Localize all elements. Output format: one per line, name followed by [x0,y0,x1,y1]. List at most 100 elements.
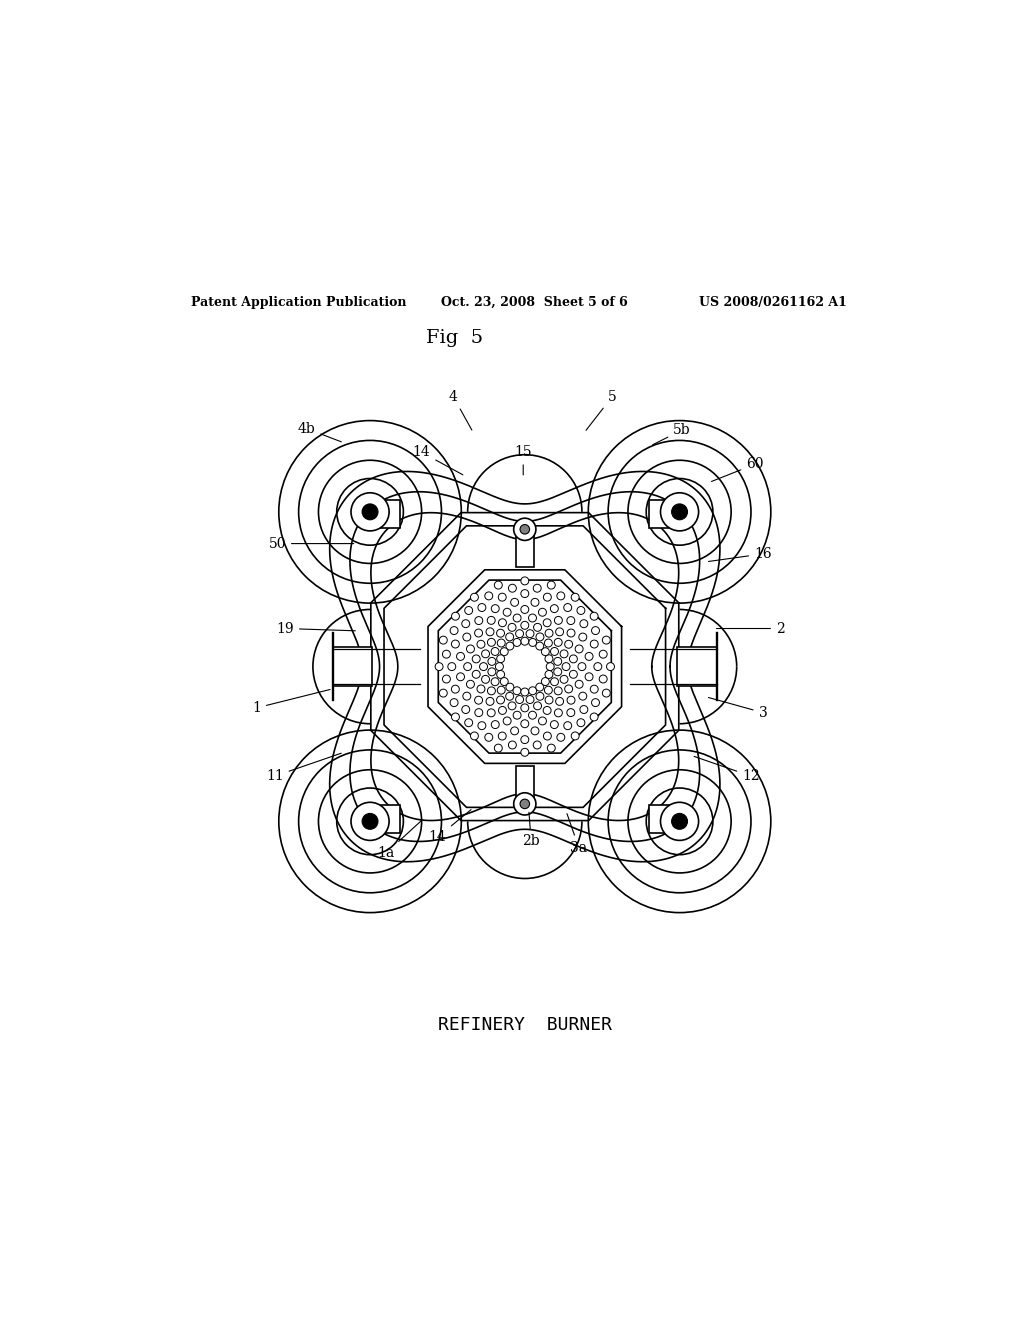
Bar [649,500,681,528]
Circle shape [545,630,553,638]
Circle shape [571,593,580,601]
Text: 14: 14 [429,809,471,845]
Circle shape [542,648,549,656]
Circle shape [567,630,575,638]
Circle shape [542,677,549,685]
Circle shape [569,671,578,678]
Circle shape [534,741,541,748]
Circle shape [439,689,447,697]
Text: 12: 12 [694,756,760,783]
Text: 5: 5 [586,389,616,430]
Circle shape [567,696,575,704]
Circle shape [477,640,485,648]
Circle shape [545,639,552,647]
Circle shape [543,619,551,627]
Circle shape [465,606,473,614]
Circle shape [575,645,583,653]
Circle shape [435,663,443,671]
Circle shape [516,630,523,638]
Circle shape [497,671,505,678]
Circle shape [534,623,542,631]
Bar [677,647,717,686]
Circle shape [486,628,494,636]
Circle shape [499,619,507,627]
Text: 4: 4 [449,389,472,430]
Text: 3a: 3a [567,813,588,854]
Circle shape [560,649,568,657]
Circle shape [452,612,460,620]
Text: REFINERY  BURNER: REFINERY BURNER [438,1016,611,1034]
Circle shape [521,577,528,585]
Circle shape [551,677,558,685]
Circle shape [463,634,471,642]
Circle shape [543,706,551,714]
Circle shape [457,652,465,660]
Circle shape [556,628,563,636]
Circle shape [672,813,687,829]
Bar [649,805,681,833]
Circle shape [481,676,489,684]
Text: Fig  5: Fig 5 [426,329,482,347]
Circle shape [521,590,528,598]
Bar [516,529,534,568]
Circle shape [501,677,508,685]
Circle shape [539,717,547,725]
Circle shape [470,593,478,601]
Circle shape [554,657,562,665]
Circle shape [506,642,514,649]
Circle shape [564,640,572,648]
Circle shape [520,799,529,809]
Circle shape [362,813,378,829]
Circle shape [513,639,521,647]
Circle shape [521,638,528,645]
Circle shape [579,692,587,700]
Circle shape [531,598,539,606]
Circle shape [520,524,529,535]
Circle shape [526,630,534,638]
Circle shape [590,713,598,721]
Circle shape [550,605,558,612]
Circle shape [474,696,482,704]
Circle shape [474,630,482,638]
Circle shape [526,696,534,704]
Circle shape [351,803,389,841]
Circle shape [462,706,470,714]
Circle shape [531,727,539,735]
Circle shape [660,492,698,531]
Bar [369,805,400,833]
Circle shape [462,619,470,627]
Circle shape [536,642,544,649]
Circle shape [560,676,568,684]
Text: 4b: 4b [298,421,341,442]
Circle shape [536,632,544,642]
Circle shape [580,706,588,714]
Text: 19: 19 [276,622,355,635]
Circle shape [672,504,687,520]
Circle shape [508,702,516,710]
Circle shape [503,717,511,725]
Circle shape [452,685,460,693]
Circle shape [464,663,472,671]
Circle shape [470,733,478,741]
Circle shape [478,722,485,730]
Bar [516,766,534,804]
Circle shape [484,734,493,742]
Circle shape [602,689,610,697]
Circle shape [452,713,460,721]
Circle shape [528,639,537,647]
Text: Oct. 23, 2008  Sheet 5 of 6: Oct. 23, 2008 Sheet 5 of 6 [441,296,628,309]
Circle shape [547,581,555,589]
Circle shape [452,640,460,648]
Circle shape [546,663,554,671]
Circle shape [509,585,516,593]
Bar [369,500,400,528]
Text: 15: 15 [514,445,532,475]
Circle shape [463,692,471,700]
Circle shape [545,686,552,694]
Circle shape [514,519,536,540]
Circle shape [567,709,574,717]
Circle shape [592,698,599,706]
Circle shape [486,697,494,705]
Circle shape [585,652,593,660]
Text: US 2008/0261162 A1: US 2008/0261162 A1 [699,296,847,309]
